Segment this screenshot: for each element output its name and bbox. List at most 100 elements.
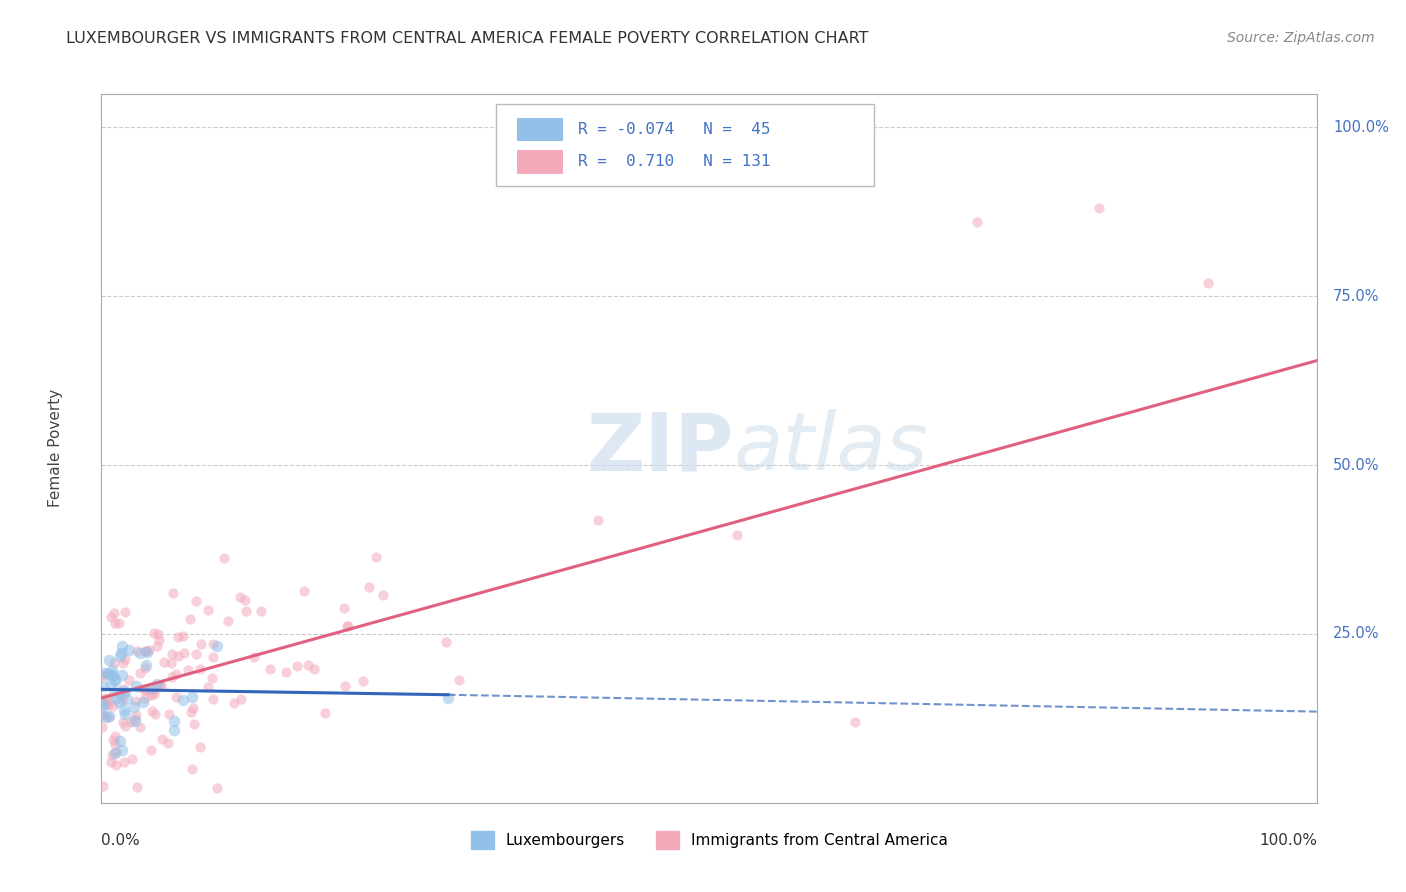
Point bbox=[135, 682, 157, 697]
Text: ZIP: ZIP bbox=[586, 409, 734, 487]
Point bbox=[134, 644, 156, 658]
Point bbox=[183, 717, 205, 731]
Point bbox=[124, 714, 146, 728]
Point bbox=[111, 743, 134, 757]
Point bbox=[145, 677, 167, 691]
Point bbox=[336, 619, 359, 633]
Point bbox=[112, 703, 135, 717]
Point bbox=[143, 707, 166, 722]
Point bbox=[93, 669, 115, 683]
Point bbox=[118, 643, 141, 657]
Point bbox=[184, 647, 207, 661]
Point bbox=[165, 690, 187, 704]
Text: 50.0%: 50.0% bbox=[1333, 458, 1379, 473]
Point bbox=[98, 695, 121, 709]
Point bbox=[134, 661, 156, 675]
Point bbox=[143, 687, 166, 701]
Point bbox=[1197, 276, 1219, 290]
Point bbox=[214, 550, 236, 565]
Point bbox=[314, 706, 336, 720]
Point bbox=[100, 755, 122, 769]
Text: 100.0%: 100.0% bbox=[1333, 120, 1389, 135]
Point bbox=[129, 720, 152, 734]
Point bbox=[181, 762, 204, 776]
Point bbox=[373, 588, 395, 602]
Point bbox=[366, 550, 388, 565]
Point bbox=[97, 666, 120, 681]
Point bbox=[190, 637, 212, 651]
Point bbox=[91, 694, 114, 708]
Point bbox=[103, 606, 125, 620]
Point bbox=[120, 714, 142, 729]
Point bbox=[173, 646, 195, 660]
Point bbox=[202, 692, 225, 706]
Point bbox=[285, 659, 308, 673]
Point bbox=[93, 709, 115, 723]
Point bbox=[107, 694, 129, 708]
Point bbox=[352, 674, 374, 689]
Point bbox=[336, 618, 359, 632]
Point bbox=[91, 706, 114, 721]
Point bbox=[125, 708, 148, 723]
Point bbox=[103, 657, 125, 671]
Point bbox=[100, 667, 122, 681]
Point bbox=[124, 712, 146, 726]
Point bbox=[181, 701, 204, 715]
Point bbox=[163, 714, 186, 728]
Point bbox=[447, 673, 470, 687]
Point bbox=[135, 644, 157, 658]
Point bbox=[97, 698, 120, 713]
Point bbox=[114, 719, 136, 733]
Point bbox=[167, 630, 190, 644]
Point bbox=[359, 580, 381, 594]
Point bbox=[104, 745, 127, 759]
Point bbox=[91, 720, 114, 734]
Point bbox=[180, 706, 202, 720]
Point bbox=[100, 677, 122, 691]
Point bbox=[101, 732, 124, 747]
Point bbox=[108, 616, 131, 631]
Point bbox=[222, 697, 245, 711]
Point bbox=[114, 707, 136, 722]
Point bbox=[101, 698, 124, 713]
Point bbox=[188, 662, 211, 676]
Point bbox=[91, 780, 114, 794]
Point bbox=[159, 657, 181, 671]
Point bbox=[205, 780, 228, 795]
Point bbox=[148, 627, 170, 641]
Point bbox=[162, 586, 184, 600]
Point bbox=[115, 691, 138, 706]
Point bbox=[93, 666, 115, 681]
Point bbox=[101, 668, 124, 682]
Point bbox=[100, 664, 122, 678]
Point bbox=[134, 690, 156, 705]
Point bbox=[231, 692, 253, 706]
Point bbox=[100, 610, 122, 624]
Point bbox=[1087, 202, 1109, 216]
Point bbox=[136, 645, 159, 659]
Point bbox=[333, 679, 356, 693]
Point bbox=[98, 709, 121, 723]
Point bbox=[259, 663, 281, 677]
Point bbox=[129, 666, 152, 681]
Point bbox=[302, 662, 325, 676]
Point bbox=[91, 679, 114, 693]
Point bbox=[966, 215, 988, 229]
Point bbox=[112, 682, 135, 697]
Point bbox=[333, 600, 356, 615]
Point bbox=[104, 672, 127, 686]
Point bbox=[112, 687, 135, 701]
FancyBboxPatch shape bbox=[517, 118, 564, 141]
Point bbox=[197, 602, 219, 616]
Point bbox=[114, 605, 136, 619]
Point bbox=[93, 691, 115, 706]
Point bbox=[129, 646, 152, 660]
Point bbox=[125, 780, 148, 794]
Point bbox=[437, 691, 460, 706]
Point bbox=[148, 633, 170, 648]
Point bbox=[662, 107, 685, 121]
Point bbox=[179, 612, 201, 626]
Point bbox=[157, 736, 180, 750]
Point bbox=[125, 679, 148, 693]
Point bbox=[141, 743, 163, 757]
